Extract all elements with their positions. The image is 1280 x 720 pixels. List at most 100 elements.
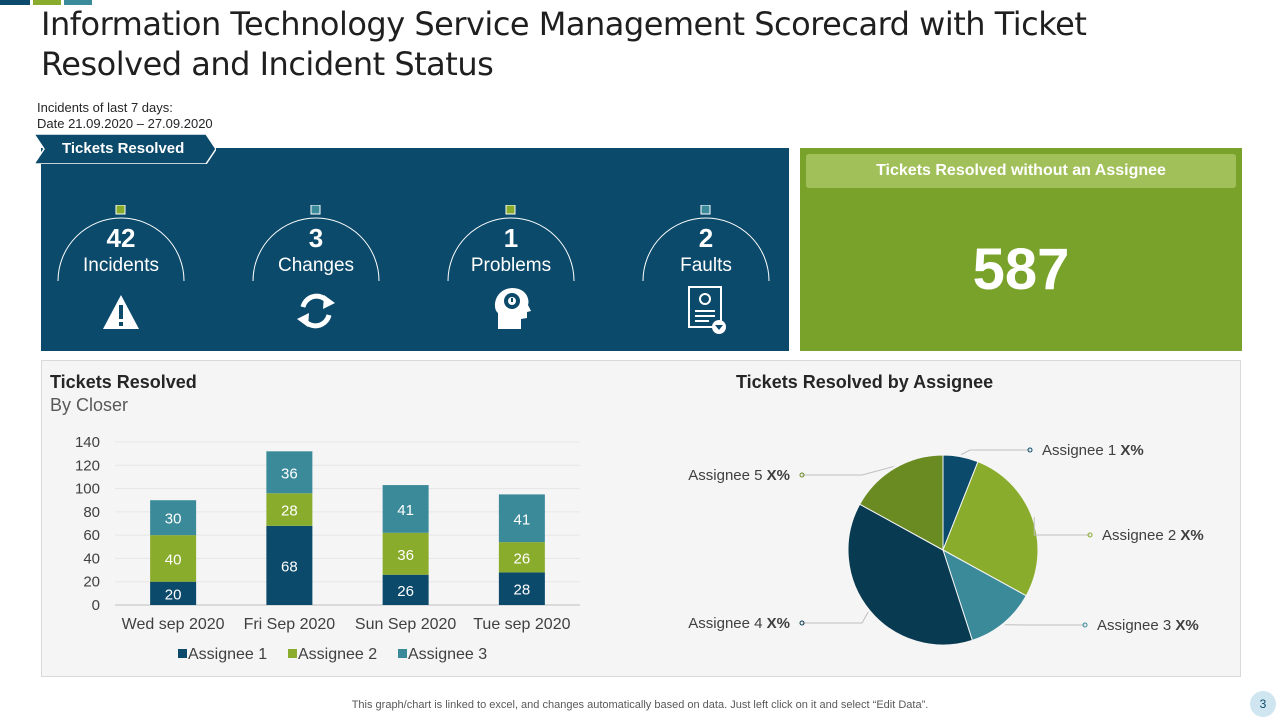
slice-label: Assignee 5 X% [688,467,790,484]
pie-chart-title: Tickets Resolved by Assignee [736,372,994,392]
kpi-incidents[interactable]: 42 Incidents [56,205,186,345]
kpi-faults[interactable]: 2 Faults [641,205,771,345]
refresh-icon [297,293,335,329]
page-title: Information Technology Service Managemen… [41,5,1087,83]
bar-chart-title: Tickets Resolved [50,372,197,392]
y-tick-label: 0 [92,597,100,614]
legend-label: Assignee 1 [188,646,267,663]
y-tick-label: 40 [83,550,100,567]
kpi-changes[interactable]: 3 Changes [251,205,381,345]
kpi-dot [115,205,126,215]
slice-name: Assignee 5 [688,467,766,484]
bar-segment [150,535,197,582]
legend-label: Assignee 2 [298,646,377,663]
kpi-label: Problems [470,255,552,276]
pie-slice [942,461,1039,597]
kpi-problems[interactable]: 1 Problems [446,205,576,345]
stacked-bar-chart[interactable]: 0 20 40 60 80 100 120 140 20 40 30 Wed sep 2020 68 28… [60,430,600,675]
kpi-value: 2 [698,223,714,253]
pie-slice [942,548,1027,641]
bar-segment [382,485,429,533]
slice-value: X% [767,467,790,484]
kpi-label: Changes [277,255,355,276]
leader-dot [1087,532,1093,538]
pie-chart[interactable]: Assignee 1 X%Assignee 2 X%Assignee 3 X%A… [680,430,1240,670]
date-info: Incidents of last 7 days: Date 21.09.202… [37,100,213,132]
kpi-value: 42 [106,223,136,253]
kpi-dot [700,205,711,215]
bar-segment [498,542,545,573]
x-tick-label: Tue sep 2020 [473,616,570,633]
tickets-resolved-ribbon: Tickets Resolved [34,134,216,164]
leader-dot [799,472,805,478]
data-label: 28 [514,582,531,599]
unassigned-heading: Tickets Resolved without an Assignee [806,154,1236,188]
charts-panel [41,360,1241,677]
kpi-dot [310,205,321,215]
data-label: 36 [397,547,414,564]
bar-segment [150,500,197,536]
y-tick-label: 20 [83,574,100,591]
slice-value: X% [767,615,790,632]
kpi-arc [642,205,770,282]
data-label: 68 [281,558,298,575]
slice-name: Assignee 2 [1102,527,1180,544]
bar-segment [382,574,429,605]
leader-dot [1082,622,1088,628]
top-accent-bar-2 [33,0,61,5]
top-accent-bar-1 [0,0,30,5]
date-info-line-1: Incidents of last 7 days: [37,100,173,115]
y-tick-label: 120 [75,457,100,474]
unassigned-panel: Tickets Resolved without an Assignee 587 [800,148,1242,351]
x-tick-label: Wed sep 2020 [122,616,225,633]
page-number: 3 [1250,691,1276,717]
slice-label: Assignee 3 X% [1097,617,1199,634]
bar-segment [150,581,197,605]
data-label: 28 [281,503,298,520]
footer-note: This graph/chart is linked to excel, and… [351,699,929,711]
certificate-icon [688,286,726,334]
top-accent-bar-3 [64,0,92,5]
kpi-arc [252,205,380,282]
data-label: 36 [281,465,298,482]
bar-segment [498,572,545,605]
bar-segment [266,451,313,494]
legend-label: Assignee 3 [408,646,487,663]
slice-label: Assignee 1 X% [1042,442,1144,459]
kpi-label: Faults [680,255,732,276]
slice-name: Assignee 3 [1097,617,1175,634]
y-tick-label: 60 [83,527,100,544]
data-label: 26 [514,550,531,567]
kpi-label: Incidents [82,255,160,276]
slice-label: Assignee 4 X% [688,615,790,632]
data-label: 20 [165,586,182,603]
slice-value: X% [1180,527,1203,544]
y-tick-label: 100 [75,481,100,498]
tickets-resolved-panel [41,148,789,351]
data-label: 30 [165,511,182,528]
y-tick-label: 80 [83,504,100,521]
bar-segment [498,494,545,543]
bar-segment [266,493,313,526]
leader-line [960,449,1030,456]
bar-chart-subtitle: By Closer [50,395,129,415]
slice-value: X% [1175,617,1198,634]
bar-segment [266,525,313,605]
legend-swatch [288,649,297,658]
slice-value: X% [1120,442,1143,459]
legend-swatch [178,649,187,658]
head-gear-icon [494,288,531,329]
legend-swatch [398,649,407,658]
x-tick-label: Sun Sep 2020 [355,616,457,633]
data-label: 26 [397,583,414,600]
x-tick-label: Fri Sep 2020 [244,616,336,633]
unassigned-value: 587 [972,237,1070,302]
leader-line [1033,517,1090,536]
slice-label: Assignee 2 X% [1102,527,1204,544]
slice-name: Assignee 1 [1042,442,1120,459]
leader-line [802,466,894,476]
data-label: 41 [514,511,531,528]
data-label: 41 [397,502,414,519]
data-label: 40 [165,551,182,568]
pie-slice [859,454,944,551]
